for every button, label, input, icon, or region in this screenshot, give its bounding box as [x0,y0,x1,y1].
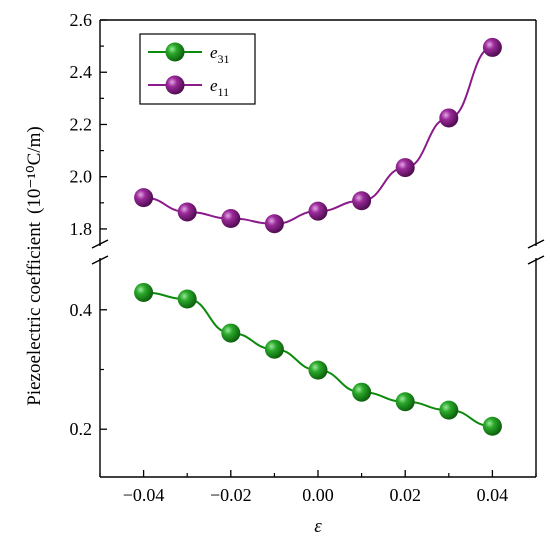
axis-break-mark [91,255,109,265]
series-line-e31 [143,291,493,428]
data-point-e31 [395,392,415,412]
x-tick-label: −0.02 [210,485,252,505]
legend-label-e31: e31 [210,43,230,66]
legend-label-base: e [210,76,218,95]
data-point-e11 [482,37,502,57]
y-axis-title-text: Piezoelectric coefficient [24,221,45,405]
y-tick-label-lower: 0.4 [70,300,93,320]
data-point-e31 [134,282,154,302]
y-axis-title: Piezoelectric coefficient (10⁻¹⁰C/m) [24,126,45,405]
x-tick-label: 0.00 [302,485,334,505]
y-tick-label-upper: 2.0 [70,167,93,187]
axis-break-gap-right [528,246,544,258]
legend-label-e11: e11 [210,76,229,99]
data-point-e31 [482,416,502,436]
y-tick-label-upper: 1.8 [70,219,93,239]
x-tick-label: −0.04 [123,485,165,505]
data-point-e31 [264,339,284,359]
axis-break-mark [91,239,109,249]
data-point-e31 [352,382,372,402]
legend-box [139,33,256,105]
data-point-e11 [134,188,154,208]
data-point-e11 [395,158,415,178]
data-point-e31 [221,323,241,343]
data-point-e11 [308,201,328,221]
legend-marker-e31 [165,42,185,62]
data-point-e11 [439,108,459,128]
x-axis-title: ε [314,516,322,537]
y-tick-label-upper: 2.2 [70,114,93,134]
data-point-e31 [177,289,197,309]
axis-break-mark [527,239,545,249]
x-tick-label: 0.04 [477,485,509,505]
y-tick-label-upper: 2.4 [70,62,93,82]
legend-marker-e11 [165,75,185,95]
data-point-e11 [177,202,197,222]
legend-label-base: e [210,43,218,62]
y-tick-label-upper: 2.6 [70,10,93,30]
data-point-e11 [221,208,241,228]
x-tick-label: 0.02 [389,485,421,505]
data-point-e11 [352,191,372,211]
legend-label-sub: 11 [218,85,230,99]
data-point-e11 [264,214,284,234]
data-point-e31 [439,400,459,420]
axis-break-gap [92,246,108,258]
data-point-e31 [308,360,328,380]
axis-break-mark [527,255,545,265]
legend-label-sub: 31 [218,52,230,66]
y-axis-unit: (10⁻¹⁰C/m) [24,126,45,214]
y-tick-label-lower: 0.2 [70,419,93,439]
